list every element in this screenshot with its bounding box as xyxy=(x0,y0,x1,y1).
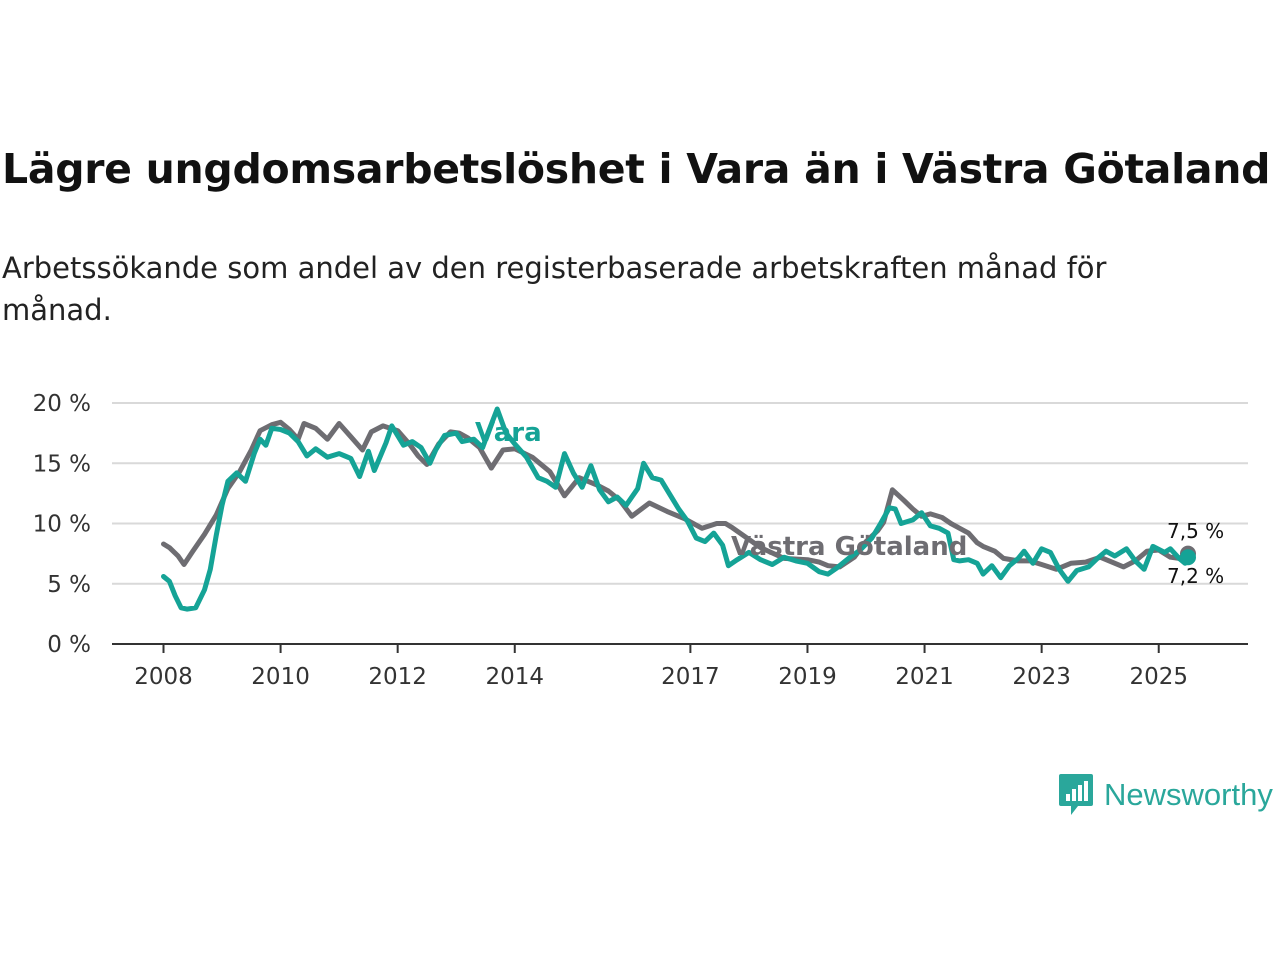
x-tick-label: 2025 xyxy=(1129,664,1188,690)
series-label-vastra-gotaland: Västra Götaland xyxy=(731,532,967,562)
y-axis-ticks: 0 % 5 % 10 % 15 % 20 % xyxy=(33,391,91,658)
x-tick-label: 2008 xyxy=(134,664,193,690)
line-chart: 0 %5 %10 %15 %20 % 2008 2010 2012 2014 2017 2… xyxy=(33,391,1248,690)
newsworthy-logo-text: Newsworthy xyxy=(1104,777,1273,812)
end-label-vastra-gotaland: 7,5 % xyxy=(1167,519,1224,543)
x-tick-label: 2012 xyxy=(368,664,427,690)
chart-subtitle: Arbetssökande som andel av den registerb… xyxy=(2,251,1107,327)
series-line-vastra-gotaland xyxy=(161,419,1191,572)
series-lines xyxy=(161,406,1196,612)
x-axis-ticks: 2008 2010 2012 2014 2017 2019 2021 2023 2025 xyxy=(134,644,1188,690)
series-line-vara xyxy=(161,406,1191,612)
series-label-vara: Vara xyxy=(475,418,542,448)
y-tick-label: 10 % xyxy=(33,512,91,538)
y-tick-label: 5 % xyxy=(47,572,91,598)
x-tick-label: 2017 xyxy=(661,664,720,690)
x-tick-label: 2023 xyxy=(1012,664,1071,690)
end-point-vara xyxy=(1180,549,1196,566)
x-tick-label: 2019 xyxy=(778,664,837,690)
y-tick-label: 20 % xyxy=(33,391,91,417)
newsworthy-logo-icon xyxy=(1059,774,1093,815)
chart-title: Lägre ungdomsarbetslöshet i Vara än i Vä… xyxy=(2,145,1271,193)
newsworthy-logo: Newsworthy xyxy=(1058,772,1273,818)
x-tick-label: 2010 xyxy=(251,664,310,690)
x-tick-label: 2021 xyxy=(895,664,954,690)
y-tick-label: 15 % xyxy=(33,451,91,477)
y-tick-label: 0 % xyxy=(47,632,91,658)
grid-lines xyxy=(112,402,1248,645)
end-label-vara: 7,2 % xyxy=(1167,564,1224,588)
x-tick-label: 2014 xyxy=(485,664,544,690)
series-labels: Vara Västra Götaland 7,5 % 7,2 % xyxy=(475,418,1224,588)
